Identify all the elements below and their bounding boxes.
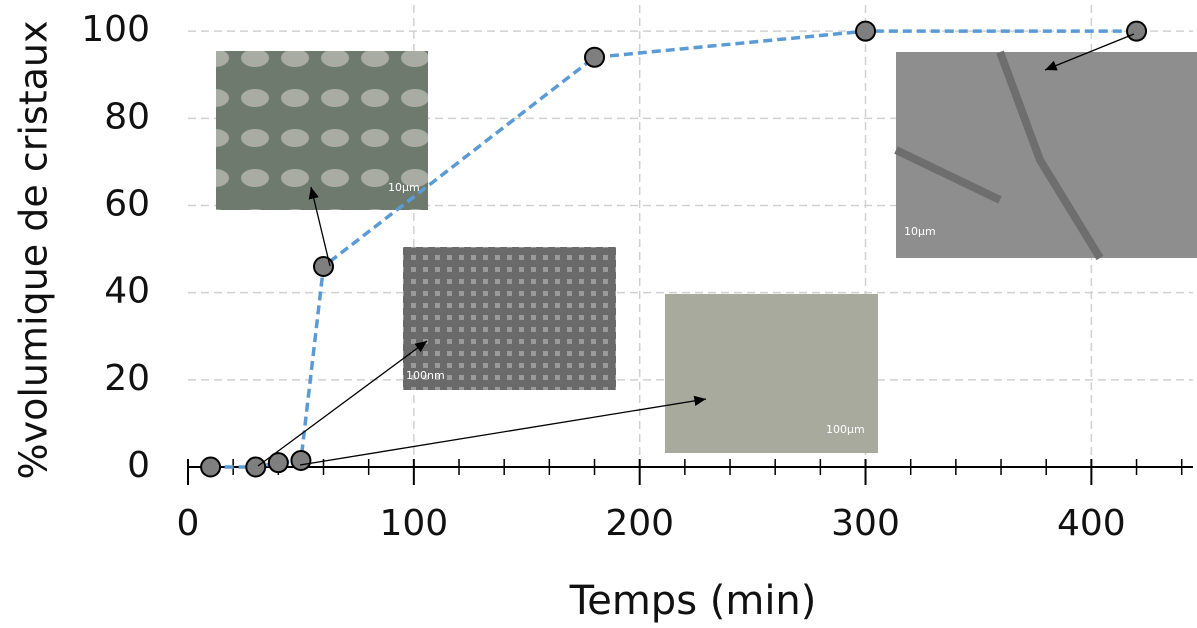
arrow <box>257 340 428 467</box>
plot <box>200 20 1148 478</box>
data-point <box>855 20 877 42</box>
y-tick-label: 40 <box>104 271 150 312</box>
x-tick-label: 400 <box>1057 503 1126 544</box>
x-tick-label: 200 <box>605 503 674 544</box>
inset-image <box>896 52 1197 258</box>
data-point <box>200 456 222 478</box>
y-tick-label: 0 <box>127 445 150 486</box>
scale-label: 10µm <box>904 225 936 238</box>
data-point <box>313 256 335 278</box>
scale-label: 10µm <box>388 181 420 194</box>
data-point <box>584 46 606 68</box>
y-tick-label: 60 <box>104 183 150 224</box>
y-tick-label: 100 <box>81 9 150 50</box>
scale-label: 100µm <box>826 423 865 436</box>
texture <box>894 50 1104 261</box>
data-point <box>245 456 267 478</box>
y-tick-label: 80 <box>104 96 150 137</box>
inset-image <box>216 51 428 210</box>
data-point <box>267 452 289 474</box>
y-axis-title: %volumique de cristaux <box>12 21 56 480</box>
arrow <box>1044 33 1135 71</box>
scale-label: 100nm <box>406 369 445 382</box>
inset-image <box>665 294 878 453</box>
inset-image <box>403 247 616 390</box>
data-point <box>290 449 312 471</box>
arrow <box>308 186 331 267</box>
y-tick-label: 20 <box>104 358 150 399</box>
x-tick-label: 0 <box>177 503 200 544</box>
data-point <box>1126 20 1148 42</box>
arrows <box>257 33 1135 467</box>
arrow <box>299 395 707 466</box>
x-axis-title: Temps (min) <box>569 578 817 624</box>
grid: 0 20 40 60 80 100 0 100 200 300 400 <box>81 5 1193 544</box>
x-tick-label: 100 <box>379 503 448 544</box>
x-tick-label: 300 <box>831 503 900 544</box>
insets: 10µm 100nm 100µm 10µm <box>216 50 1197 453</box>
